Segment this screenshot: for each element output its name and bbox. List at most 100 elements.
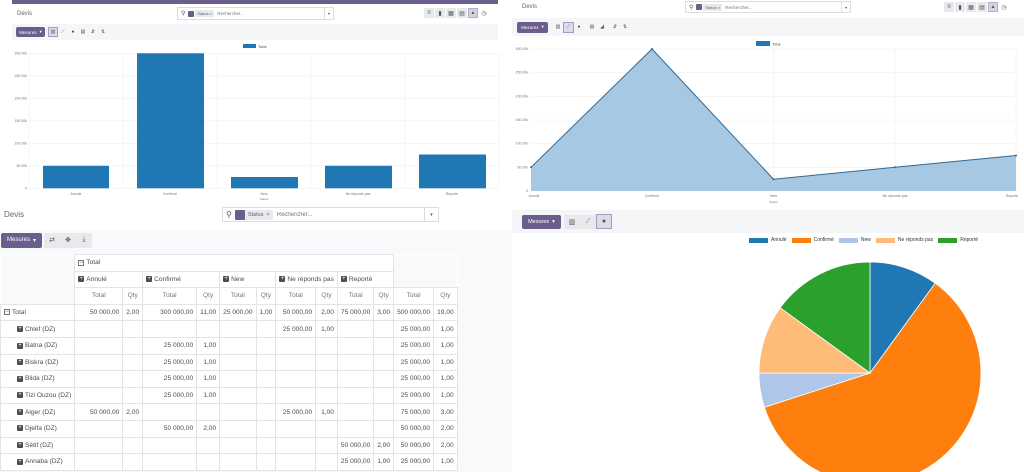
search-dropdown-toggle[interactable]: ▾ xyxy=(324,8,333,19)
status-facet[interactable]: Status × xyxy=(195,10,215,17)
search-bar[interactable]: ⚲ Status × ▾ xyxy=(222,207,439,222)
pivot-col-header-new[interactable]: + New xyxy=(219,270,277,289)
legend-label[interactable]: Confirmé xyxy=(813,237,834,243)
pie-chart-mode-button[interactable]: ● xyxy=(71,29,75,35)
pivot-col-header-confirme[interactable]: + Confirmé xyxy=(142,270,221,289)
legend-label[interactable]: Annulé xyxy=(771,237,787,243)
pivot-row-header[interactable]: + Batna (DZ) xyxy=(0,336,76,355)
graph-toolbar: Mesures ▾ ▥ ⟋ ● ▤ ◢ ⇵ ⇅ xyxy=(512,18,1024,36)
pivot-row-header[interactable]: + Djelfa (DZ) xyxy=(0,419,76,438)
pivot-view-button[interactable]: ▤ xyxy=(457,8,467,18)
area-fill xyxy=(531,49,1016,191)
sort-asc-button[interactable]: ⇅ xyxy=(100,29,106,35)
activity-view-button[interactable]: ◷ xyxy=(481,10,487,17)
activity-view-button[interactable]: ◷ xyxy=(1001,4,1007,11)
view-switcher: ≡ ▮ ▦ ▤ ▲ ◷ xyxy=(424,8,489,18)
svg-text:Ne réponds pas: Ne réponds pas xyxy=(883,194,908,198)
svg-text:200.00k: 200.00k xyxy=(516,94,529,98)
pivot-row-header[interactable]: + Alger (DZ) xyxy=(0,403,76,421)
search-input[interactable] xyxy=(217,11,298,16)
remove-facet-icon[interactable]: × xyxy=(717,4,721,10)
pivot-row-header[interactable]: + Chlef (DZ) xyxy=(0,320,76,338)
pivot-col-header-total[interactable]: − Total xyxy=(74,254,395,272)
pivot-col-header-annule[interactable]: + Annulé xyxy=(74,270,144,289)
pivot-row-header[interactable]: − Total xyxy=(0,303,76,322)
pivot-row-header[interactable]: + Blida (DZ) xyxy=(0,370,76,388)
line-chart-panel: Devis ⚲ Status × ▾ ≡ ▮ ▦ ▤ ▲ ◷ Mesures▾ … xyxy=(512,0,1024,210)
expand-all-button[interactable]: ✥ xyxy=(60,232,76,248)
flip-axis-button[interactable]: ⇄ xyxy=(44,232,60,248)
pivot-view-button[interactable]: ▤ xyxy=(977,2,987,12)
sort-desc-button[interactable]: ⇵ xyxy=(90,29,96,35)
pivot-col-header-reporte[interactable]: + Reporté xyxy=(336,270,395,289)
pivot-row-header[interactable]: + Tizi Ouzou (DZ) xyxy=(0,386,76,405)
bar-annule[interactable] xyxy=(43,165,109,189)
area-chart: Total 0 50.00k 100.00k 150.00k 200.00k 2… xyxy=(516,41,1018,204)
pie-slice-reporte[interactable] xyxy=(779,261,871,374)
bar-confirme[interactable] xyxy=(137,53,204,189)
status-facet[interactable]: Status × xyxy=(244,209,273,220)
svg-text:50.00k: 50.00k xyxy=(517,165,528,169)
view-switcher: ≡ ▮ ▦ ▤ ▲ ◷ xyxy=(944,2,1009,12)
legend-label[interactable]: Reporté xyxy=(960,237,978,243)
svg-text:0: 0 xyxy=(25,187,27,191)
line-chart-mode-button[interactable]: ⟋ xyxy=(580,214,596,229)
search-bar[interactable]: ⚲ Status × ▾ xyxy=(177,7,334,20)
search-icon: ⚲ xyxy=(226,210,232,219)
pivot-col-header-ne-reponds-pas[interactable]: + Ne réponds pas xyxy=(275,270,338,289)
graph-view-button[interactable]: ▲ xyxy=(468,8,478,18)
legend-label[interactable]: New xyxy=(860,237,871,243)
svg-text:200.00k: 200.00k xyxy=(15,97,28,101)
pivot-row-header[interactable]: + Biskra (DZ) xyxy=(0,353,76,372)
bar-chart-mode-button[interactable]: ▥ xyxy=(555,24,561,30)
measures-dropdown[interactable]: Mesures ▾ xyxy=(517,21,548,33)
search-input[interactable] xyxy=(276,211,417,218)
bar-ne-reponds-pas[interactable] xyxy=(325,165,392,189)
list-view-button[interactable]: ≡ xyxy=(424,8,434,18)
svg-text:New: New xyxy=(770,194,777,198)
bar-chart-mode-button[interactable]: ▥ xyxy=(564,214,580,229)
pie-slice-confirme[interactable] xyxy=(763,282,982,472)
sort-asc-button[interactable]: ⇅ xyxy=(622,24,628,30)
remove-facet-icon[interactable]: × xyxy=(266,211,270,218)
search-dropdown-toggle[interactable]: ▾ xyxy=(424,208,438,221)
status-facet[interactable]: Status × xyxy=(703,3,723,11)
bar-chart-mode-button[interactable]: ▥ xyxy=(48,27,58,37)
svg-text:Status: Status xyxy=(260,197,269,200)
svg-text:300.00k: 300.00k xyxy=(15,52,28,56)
calendar-view-button[interactable]: ▦ xyxy=(966,2,976,12)
bar-chart: Total 0 50.00k 100.00k 150.00k 200.00k 2… xyxy=(15,44,500,200)
measures-dropdown[interactable]: Mesures ▾ xyxy=(16,27,45,37)
remove-facet-icon[interactable]: × xyxy=(209,11,213,16)
bar-reporte[interactable] xyxy=(419,154,486,189)
graph-toolbar: Mesures ▾ ▥ ⟋ ● xyxy=(512,210,1024,233)
breadcrumb-title: Devis xyxy=(17,11,33,17)
x-axis-labels: Annulé Confirmé New Ne réponds pas Repor… xyxy=(71,192,459,200)
legend-label[interactable]: Ne réponds pas xyxy=(897,237,934,243)
sort-desc-button[interactable]: ⇵ xyxy=(612,24,618,30)
pivot-row-header[interactable]: + Annaba (DZ) xyxy=(0,453,76,471)
stacked-button[interactable]: ▤ xyxy=(80,29,86,35)
measures-dropdown[interactable]: Mesures ▾ xyxy=(1,232,42,248)
search-input[interactable] xyxy=(725,4,806,10)
line-chart-mode-button[interactable]: ⟋ xyxy=(563,21,574,33)
pivot-row: + Tizi Ouzou (DZ) 25 000,00 1,00 25 000,00 1… xyxy=(0,386,458,405)
list-view-button[interactable]: ≡ xyxy=(944,2,954,12)
kanban-view-button[interactable]: ▮ xyxy=(435,8,445,18)
search-bar[interactable]: ⚲ Status × ▾ xyxy=(685,1,851,13)
measures-dropdown[interactable]: Mesures ▾ xyxy=(522,214,561,229)
graph-view-button[interactable]: ▲ xyxy=(988,2,998,12)
pie-chart-mode-button[interactable]: ● xyxy=(596,214,612,229)
kanban-view-button[interactable]: ▮ xyxy=(955,2,965,12)
calendar-view-button[interactable]: ▦ xyxy=(446,8,456,18)
cumulative-button[interactable]: ◢ xyxy=(600,24,604,30)
svg-text:250.00k: 250.00k xyxy=(516,71,529,75)
pivot-row-header[interactable]: + Sétif (DZ) xyxy=(0,436,76,455)
search-dropdown-toggle[interactable]: ▾ xyxy=(841,2,850,12)
legend-swatch xyxy=(838,237,858,243)
line-chart-mode-button[interactable]: ⟋ xyxy=(61,29,65,35)
stacked-button[interactable]: ▤ xyxy=(589,24,595,30)
download-button[interactable]: ⤓ xyxy=(76,232,92,248)
pie-chart-mode-button[interactable]: ● xyxy=(577,24,581,30)
bar-new[interactable] xyxy=(231,177,298,189)
